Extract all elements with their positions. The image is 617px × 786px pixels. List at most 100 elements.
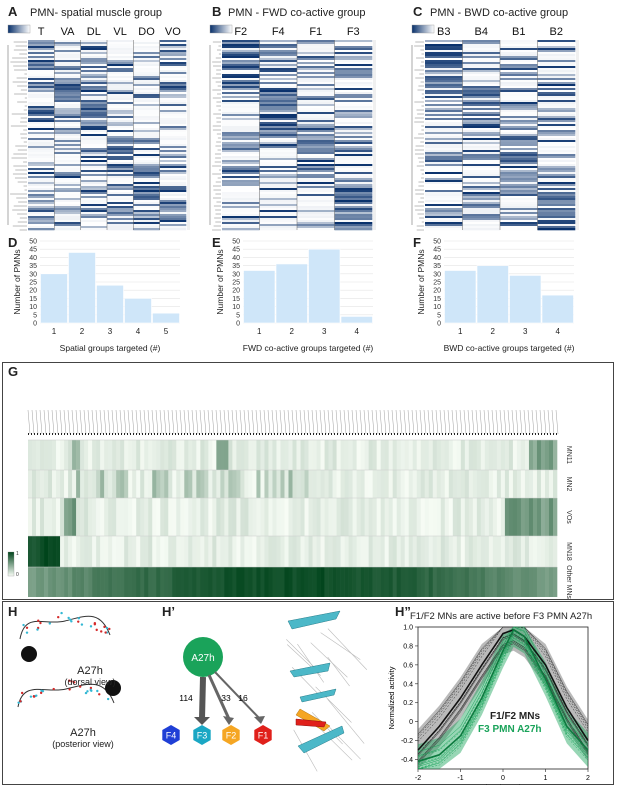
heatmap-cell (425, 114, 463, 117)
heatmap-cell (452, 567, 458, 597)
heatmap-cell (80, 164, 108, 167)
heatmap-cell (496, 536, 502, 567)
heatmap-cell (259, 52, 298, 55)
column-name-tick (347, 409, 351, 435)
heatmap-cell (64, 440, 69, 470)
heatmap-cell (297, 206, 335, 209)
column-label: DL (87, 26, 101, 38)
target-node (254, 725, 272, 745)
neuron-name: A27h (70, 727, 96, 739)
heatmap-cell (352, 498, 357, 536)
heatmap-cell (260, 470, 265, 498)
heatmap-cell (159, 130, 187, 133)
heatmap-cell (28, 148, 55, 151)
heatmap-cell (54, 170, 81, 173)
heatmap-cell (96, 498, 101, 536)
heatmap-cell (364, 440, 369, 470)
heatmap-cell (133, 198, 160, 201)
heatmap-cell (500, 194, 538, 197)
heatmap-cell (462, 94, 501, 97)
heatmap-cell (159, 168, 187, 171)
heatmap-cell (222, 60, 260, 63)
heatmap-cell (537, 222, 576, 225)
heatmap-cell (54, 220, 81, 223)
heatmap-cell (462, 108, 501, 111)
heatmap-cell (500, 120, 538, 123)
heatmap-cell (32, 440, 37, 470)
y-tick-label: 0.8 (403, 643, 413, 650)
row-label: VOs (565, 510, 572, 524)
heatmap-cell (259, 126, 298, 129)
heatmap-cell (140, 567, 145, 597)
heatmap-cell (133, 70, 160, 73)
heatmap-cell (348, 498, 353, 536)
heatmap-cell (80, 76, 108, 79)
heatmap-cell (222, 46, 260, 49)
heatmap-cell (288, 536, 293, 567)
heatmap-cell (222, 64, 260, 67)
heatmap-cell (222, 54, 260, 57)
heatmap-cell (284, 498, 289, 536)
heatmap-cell (133, 86, 160, 89)
heatmap-cell (107, 170, 134, 173)
heatmap-cell (424, 440, 430, 470)
heatmap-cell (462, 146, 501, 149)
heatmap-cell (297, 44, 335, 47)
heatmap-cell (52, 470, 57, 498)
heatmap-cell (297, 178, 335, 181)
column-name-tick (99, 409, 103, 435)
heatmap-cell (537, 44, 576, 47)
heatmap-cell (460, 498, 466, 536)
heatmap-cell (107, 150, 134, 153)
heatmap-cell (133, 132, 160, 135)
heatmap-cell (500, 130, 538, 133)
y-tick-label: 25 (29, 280, 37, 287)
heatmap-cell (334, 192, 373, 195)
heatmap-cell (28, 186, 55, 189)
heatmap-cell (460, 567, 466, 597)
column-name-tick (331, 409, 335, 435)
heatmap-cell (140, 440, 145, 470)
heatmap-cell (297, 58, 335, 61)
heatmap-cell (297, 142, 335, 145)
heatmap-cell (308, 440, 313, 470)
heatmap-cell (56, 470, 61, 498)
heatmap-cell (107, 208, 134, 211)
column-label: F3 (347, 26, 360, 38)
heatmap-cell (316, 536, 321, 567)
heatmap-cell (244, 498, 249, 536)
x-tick-label: 4 (556, 327, 561, 336)
heatmap-cell (404, 567, 410, 597)
heatmap-cell (159, 42, 187, 45)
heatmap-cell (334, 160, 373, 163)
heatmap-cell (159, 64, 187, 67)
heatmap-cell (537, 182, 576, 185)
heatmap-cell (107, 162, 134, 165)
heatmap-cell (462, 186, 501, 189)
heatmap-cell (80, 172, 108, 175)
target-node-label: F3 (197, 731, 208, 741)
edge-weight-label: 16 (238, 693, 248, 703)
heatmap-cell (107, 120, 134, 123)
heatmap-cell (104, 536, 109, 567)
column-name-tick (135, 409, 139, 435)
heatmap-cell (536, 498, 542, 536)
heatmap-cell (54, 202, 81, 205)
y-axis-label: Number of PMNs (12, 249, 22, 314)
heatmap-cell (500, 228, 538, 231)
heatmap-cell (133, 150, 160, 153)
column-name-tick (527, 409, 531, 435)
heatmap-cell (528, 470, 534, 498)
heatmap-cell (297, 56, 335, 59)
heatmap-cell (212, 440, 217, 470)
heatmap-cell (537, 172, 576, 175)
heatmap-cell (324, 567, 329, 597)
heatmap-cell (432, 498, 438, 536)
heatmap-cell (159, 172, 187, 175)
heatmap-cell (54, 224, 81, 227)
heatmap-cell (107, 70, 134, 73)
heatmap-cell (425, 140, 463, 143)
heatmap-cell (80, 122, 108, 125)
heatmap-cell (56, 440, 61, 470)
heatmap-cell (28, 156, 55, 159)
